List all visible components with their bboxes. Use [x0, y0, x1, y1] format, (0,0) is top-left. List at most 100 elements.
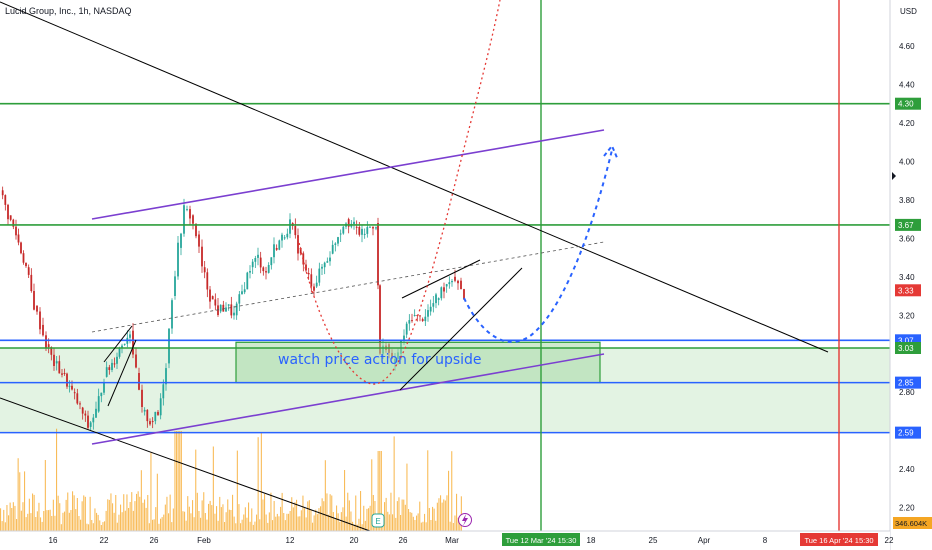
price-tick-1: 4.40: [899, 81, 915, 90]
volume-bar: [36, 511, 38, 531]
volume-bar: [73, 495, 75, 531]
price-tick-4: 3.80: [899, 196, 915, 205]
volume-bar: [121, 512, 123, 531]
volume-bar: [320, 506, 322, 531]
annotation-box[interactable]: [235, 341, 601, 384]
candle-body: [310, 274, 313, 287]
volume-bar: [91, 520, 93, 531]
earnings-marker-icon: E: [371, 513, 385, 528]
candle-body: [307, 273, 310, 275]
volume-bars: [0, 428, 462, 531]
volume-bar: [299, 516, 301, 531]
time-axis[interactable]: [0, 531, 890, 550]
volume-bar: [94, 508, 96, 531]
volume-bar: [20, 510, 22, 531]
blue-projection-curve: [463, 149, 613, 343]
volume-bar: [332, 512, 334, 531]
trend-line-3: [91, 353, 605, 445]
volume-bar: [456, 493, 458, 531]
event-markers[interactable]: E: [371, 513, 385, 528]
volume-bar: [230, 510, 232, 531]
volume-bar: [60, 524, 62, 531]
candle-body: [363, 233, 366, 235]
volume-bar: [201, 500, 203, 531]
svg-text:3.33: 3.33: [898, 286, 914, 295]
volume-bar: [372, 495, 374, 531]
volume-bar: [430, 520, 432, 531]
volume-bar: [284, 520, 286, 531]
candle-body: [297, 235, 299, 254]
volume-bar: [99, 520, 101, 531]
flash-icon[interactable]: [458, 513, 472, 527]
volume-bar: [113, 512, 115, 531]
candle-body: [7, 204, 9, 220]
volume-bar: [222, 504, 224, 531]
volume-bar: [192, 500, 194, 531]
volume-bar: [176, 431, 178, 531]
volume-bar: [428, 508, 430, 531]
volume-bar: [145, 507, 147, 531]
candle-body: [454, 276, 456, 281]
time-tick-4: 12: [286, 536, 295, 545]
volume-bar: [137, 491, 139, 531]
candle-body: [329, 257, 331, 262]
volume-bar: [123, 494, 125, 531]
volume-bar: [328, 514, 330, 531]
volume-bar: [30, 513, 32, 531]
volume-bar: [342, 507, 344, 531]
volume-bar: [48, 510, 50, 531]
time-tick-3: Feb: [197, 536, 211, 545]
volume-bar: [115, 495, 117, 531]
price-axis[interactable]: [890, 0, 932, 550]
volume-bar: [84, 496, 86, 531]
volume-bar: [308, 500, 310, 531]
candle-body: [203, 267, 206, 273]
candle-body: [358, 227, 361, 235]
volume-bar: [96, 512, 98, 531]
volume-bar: [105, 510, 107, 531]
volume-bar: [262, 499, 264, 531]
candle-body: [432, 303, 435, 307]
volume-bar: [268, 512, 270, 531]
candle-body: [323, 262, 326, 268]
trend-line-5: [103, 325, 133, 363]
price-axis-ticks: 4.604.404.204.003.803.603.403.202.802.60…: [889, 0, 915, 550]
volume-bar: [107, 499, 109, 531]
candle-body: [227, 304, 230, 306]
volume-bar: [286, 513, 288, 531]
volume-bar: [401, 499, 403, 531]
time-badge-1: Tue 16 Apr '24 15:30: [800, 533, 878, 546]
volume-bar: [68, 512, 70, 531]
candle-body: [278, 240, 281, 250]
price-badge-1: 3.67: [895, 218, 921, 231]
candle-body: [337, 237, 339, 244]
volume-bar: [225, 512, 227, 531]
volume-bar: [272, 520, 274, 531]
volume-bar: [248, 502, 250, 531]
price-tick-0: 4.60: [899, 42, 915, 51]
time-axis-badges: Tue 12 Mar '24 15:30 Tue 16 Apr '24 15:30: [502, 533, 878, 546]
volume-bar: [163, 514, 165, 531]
volume-bar: [257, 437, 259, 531]
candle-body: [198, 234, 200, 247]
candle-body: [443, 287, 445, 292]
volume-bar: [214, 513, 216, 531]
volume-bar: [156, 473, 158, 531]
candle-body: [233, 312, 235, 316]
volume-bar: [302, 495, 304, 531]
candle-body: [100, 392, 103, 397]
candle-body: [113, 363, 116, 365]
volume-bar: [457, 517, 459, 531]
volume-bar: [129, 502, 131, 531]
volume-bar: [108, 499, 110, 531]
volume-bar: [356, 524, 358, 531]
time-tick-13: 22: [885, 536, 894, 545]
volume-bar: [97, 514, 99, 531]
volume-bar: [289, 511, 291, 531]
candle-body: [219, 304, 222, 312]
volume-bar: [297, 516, 299, 531]
volume-bar: [22, 502, 24, 531]
vertical-markers: [540, 0, 840, 531]
candle-body: [440, 287, 443, 299]
